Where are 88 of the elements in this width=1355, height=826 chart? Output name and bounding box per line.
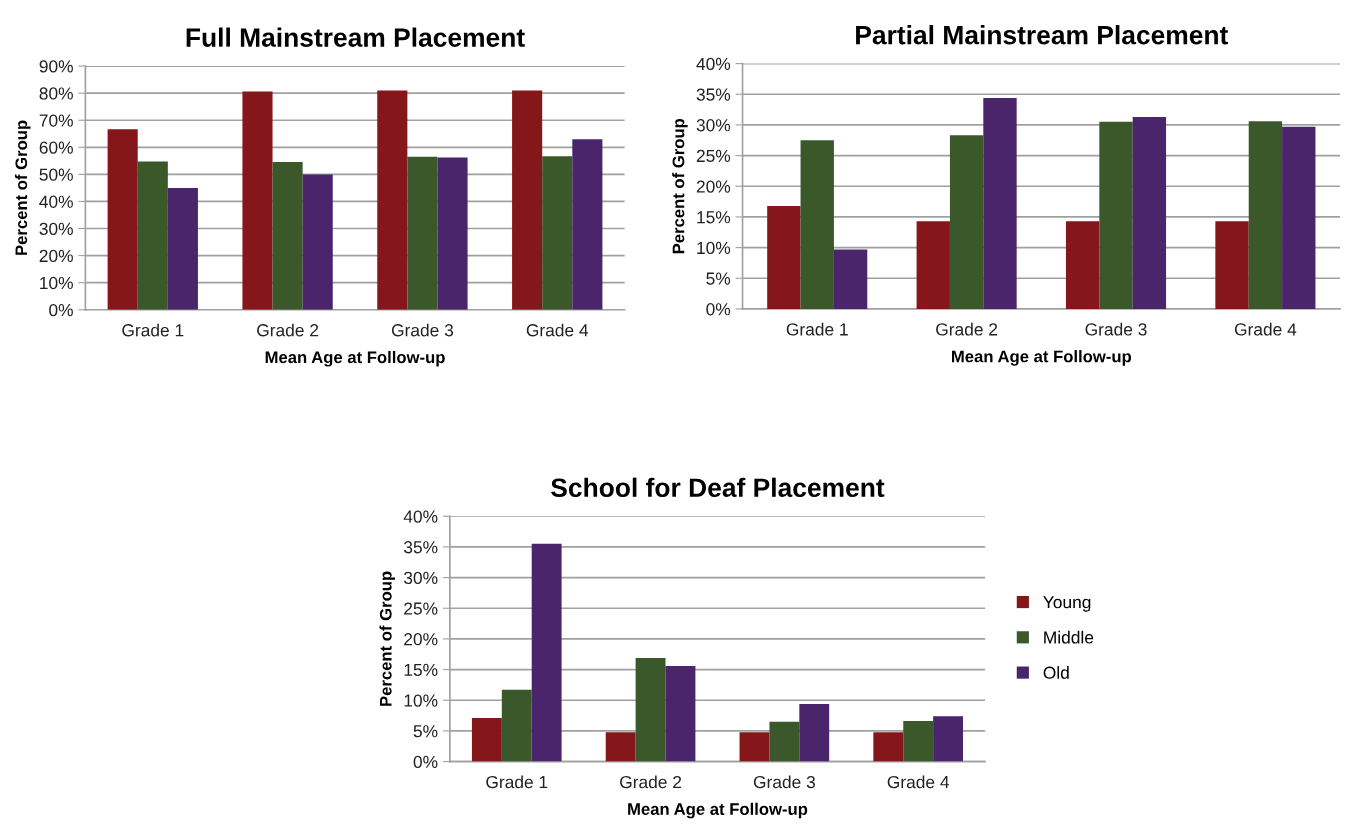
chart-title: Partial Mainstream Placement (856, 25, 1229, 45)
x-tick-label: Grade 1 (486, 775, 548, 789)
x-tick-label: Grade 1 (786, 322, 848, 336)
bar (1215, 221, 1249, 309)
x-axis-title: Mean Age at Follow-up (952, 350, 1132, 366)
bar (903, 721, 934, 762)
y-tick-label: 10% (697, 241, 731, 255)
x-tick-label: Grade 2 (257, 323, 319, 337)
bar (1282, 126, 1316, 309)
bar (739, 732, 770, 762)
y-tick-label: 50% (39, 168, 73, 181)
y-axis-title: Percent of Group (14, 120, 31, 255)
legend-label: Young (1043, 596, 1091, 612)
y-tick-label: 30% (696, 119, 731, 132)
bar (272, 161, 303, 310)
y-tick-label: 15% (404, 663, 438, 677)
y-tick-label: 10% (40, 276, 73, 290)
bar (302, 174, 333, 310)
y-tick-label: 20% (404, 633, 438, 646)
bar (983, 97, 1017, 309)
legend-label: Middle (1044, 630, 1094, 644)
bar (833, 249, 868, 309)
bar (242, 91, 273, 310)
bar (167, 187, 198, 310)
bar (933, 716, 964, 762)
y-tick-label: 60% (39, 141, 73, 154)
y-tick-label: 0% (413, 755, 438, 769)
y-tick-label: 80% (39, 87, 73, 100)
bar (137, 161, 168, 310)
y-tick-label: 40% (696, 57, 731, 71)
y-tick-label: 30% (403, 571, 438, 585)
y-tick-label: 0% (706, 303, 731, 316)
x-tick-label: Grade 3 (753, 775, 815, 789)
y-tick-label: 35% (403, 541, 438, 554)
y-tick-label: 90% (39, 60, 73, 73)
chart-title: School for Deaf Placement (551, 477, 885, 498)
bar (437, 157, 468, 310)
y-tick-label: 40% (39, 195, 73, 208)
y-tick-label: 20% (39, 249, 73, 263)
bar (769, 721, 800, 762)
y-tick-label: 5% (706, 272, 731, 285)
bar (501, 689, 532, 762)
x-tick-label: Grade 4 (526, 323, 589, 337)
y-axis-title: Percent of Group (672, 118, 688, 254)
bar (107, 129, 138, 310)
bar (873, 732, 904, 762)
y-tick-label: 0% (49, 303, 73, 317)
y-tick-label: 25% (696, 149, 731, 163)
bar (767, 205, 801, 309)
bar (916, 221, 950, 309)
y-tick-label: 40% (403, 510, 438, 523)
y-tick-label: 10% (404, 694, 438, 707)
bar (635, 657, 666, 762)
bar (407, 156, 438, 310)
x-axis-title: Mean Age at Follow-up (265, 350, 445, 367)
bar (471, 718, 502, 762)
y-tick-label: 70% (39, 114, 73, 127)
bar (949, 135, 984, 309)
bar (531, 543, 562, 762)
y-tick-label: 30% (39, 222, 73, 235)
x-tick-label: Grade 2 (620, 775, 682, 789)
y-axis-title: Percent of Group (379, 571, 395, 706)
x-tick-label: Grade 1 (122, 323, 184, 337)
y-tick-label: 35% (696, 88, 731, 101)
y-tick-label: 20% (696, 180, 731, 193)
chart-title: Full Mainstream Placement (186, 27, 525, 47)
bar (512, 90, 543, 310)
bar (799, 703, 830, 762)
bar (665, 665, 696, 762)
bar (605, 732, 636, 762)
x-tick-label: Grade 4 (887, 775, 950, 789)
bar (572, 139, 603, 310)
bar (1248, 121, 1283, 309)
x-axis-title: Mean Age at Follow-up (628, 802, 808, 819)
bar (542, 156, 573, 310)
x-tick-label: Grade 2 (936, 322, 998, 336)
bar (377, 90, 408, 310)
y-tick-label: 5% (413, 725, 438, 738)
x-tick-label: Grade 3 (1085, 322, 1147, 336)
y-tick-label: 25% (404, 602, 438, 615)
bar (1099, 121, 1133, 309)
x-tick-label: Grade 4 (1234, 322, 1297, 336)
x-tick-label: Grade 3 (391, 323, 454, 337)
bar (1132, 116, 1167, 309)
y-tick-label: 15% (697, 211, 731, 224)
bar (800, 140, 834, 309)
bar (1065, 221, 1100, 309)
legend-label: Old (1043, 666, 1069, 679)
